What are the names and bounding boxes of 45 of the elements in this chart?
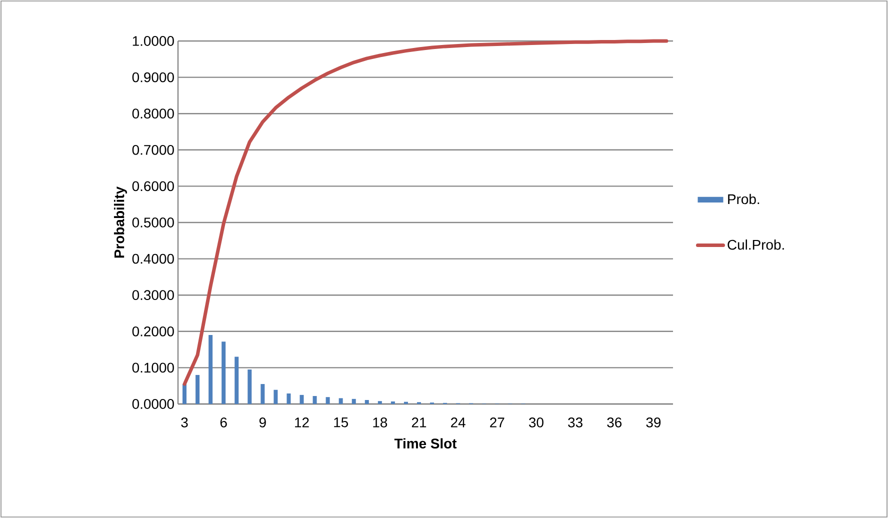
y-tick-label: 0.8000 <box>132 108 174 119</box>
bar <box>286 393 291 404</box>
bar <box>196 374 200 404</box>
x-tick-label: 27 <box>490 418 504 428</box>
x-tick-label: 9 <box>259 418 266 428</box>
y-tick-label: 0.7000 <box>132 144 174 155</box>
legend-label: Cul.Prob. <box>728 239 784 250</box>
y-tick-label: 0.0000 <box>132 399 174 409</box>
bar <box>300 394 304 404</box>
bar <box>222 342 226 404</box>
bar <box>390 401 395 404</box>
x-tick-label: 30 <box>529 418 544 428</box>
bar <box>208 335 213 404</box>
y-tick-label: 0.4000 <box>132 254 174 264</box>
y-tick-label: 0.5000 <box>132 218 174 228</box>
legend-label: Prob. <box>728 194 760 204</box>
x-tick-label: 33 <box>568 418 582 428</box>
y-axis-title: Probability <box>114 186 127 258</box>
y-tick-label: 0.3000 <box>132 290 174 300</box>
bar <box>248 370 252 404</box>
bar <box>364 400 369 404</box>
y-tick-label: 0.1000 <box>132 362 174 373</box>
bar <box>352 398 356 404</box>
bar <box>182 384 187 404</box>
y-tick-label: 0.9000 <box>132 72 174 82</box>
y-tick-label: 0.2000 <box>132 326 174 336</box>
bar <box>338 398 343 404</box>
x-tick-label: 15 <box>334 418 348 428</box>
x-tick-label: 3 <box>181 418 188 428</box>
bar <box>260 384 265 404</box>
y-tick-label: 1.0000 <box>132 36 174 46</box>
bar <box>312 396 317 404</box>
x-tick-label: 12 <box>295 418 309 428</box>
y-tick-label: 0.6000 <box>132 181 174 192</box>
x-axis-title: Time Slot <box>394 438 457 448</box>
bar <box>234 356 239 404</box>
x-tick-label: 39 <box>646 418 661 428</box>
bar <box>378 401 382 404</box>
bar <box>274 390 278 404</box>
x-tick-label: 18 <box>373 418 388 428</box>
x-tick-label: 6 <box>220 418 227 428</box>
x-tick-label: 36 <box>607 418 622 428</box>
bar <box>326 397 330 404</box>
x-tick-label: 21 <box>412 418 426 428</box>
x-tick-label: 24 <box>451 418 466 428</box>
